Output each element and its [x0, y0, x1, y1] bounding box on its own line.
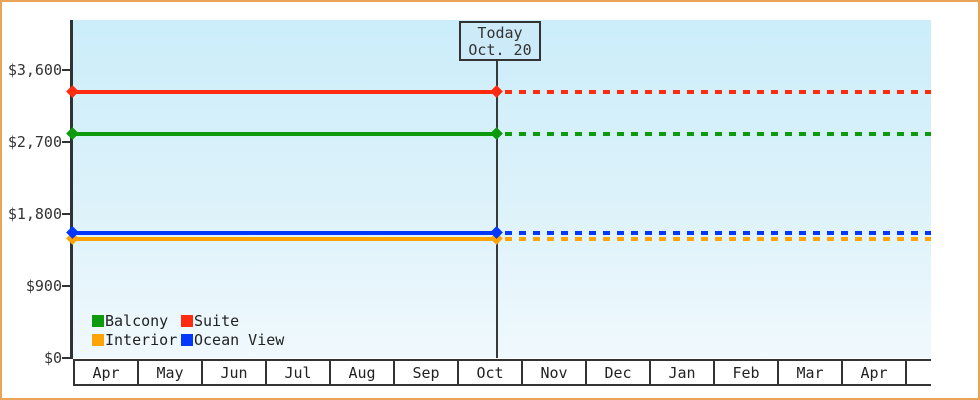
- series-line-interior-solid: [72, 237, 497, 241]
- y-axis-tick-2700: [62, 141, 71, 143]
- month-cell-nov: Nov: [523, 361, 587, 384]
- legend-swatch-ocean-view: [181, 333, 193, 346]
- month-cell-dec: Dec: [587, 361, 651, 384]
- today-flag-date: Oct. 20: [468, 41, 532, 59]
- series-line-balcony-solid: [72, 132, 497, 136]
- today-flag: Today Oct. 20: [459, 21, 541, 61]
- legend-item-balcony: Balcony: [92, 311, 181, 330]
- month-cell-mar: Mar: [779, 361, 843, 384]
- month-cell-sep: Sep: [395, 361, 459, 384]
- month-cell-apr: Apr: [75, 361, 139, 384]
- month-cell-apr: Apr: [843, 361, 907, 384]
- legend-label-ocean-view: Ocean View: [194, 330, 285, 349]
- y-axis-tick-900: [62, 285, 71, 287]
- today-flag-title: Today: [477, 24, 523, 42]
- today-line: [496, 61, 498, 358]
- month-cell-feb: Feb: [715, 361, 779, 384]
- month-cell-oct: Oct: [459, 361, 523, 384]
- y-axis-label-3600: $3,600: [7, 61, 62, 79]
- series-line-suite-solid: [72, 90, 497, 94]
- month-cell-may: May: [139, 361, 203, 384]
- legend-item-ocean-view: Ocean View: [181, 330, 284, 349]
- legend: Balcony Suite Interior Ocean View: [92, 311, 284, 349]
- y-axis-label-1800: $1,800: [7, 205, 62, 223]
- month-cell-jan: Jan: [651, 361, 715, 384]
- series-line-suite-dashed: [505, 90, 931, 94]
- legend-swatch-interior: [92, 333, 104, 346]
- y-axis-label-0: $0: [43, 349, 62, 367]
- month-axis: Apr May Jun Jul Aug Sep Oct Nov Dec Jan Feb Mar Apr: [73, 359, 931, 386]
- y-axis-tick-3600: [62, 69, 71, 71]
- plot-area: [72, 20, 931, 358]
- y-axis-tick-0: [62, 357, 71, 359]
- series-line-interior-dashed: [505, 237, 931, 241]
- month-cell-aug: Aug: [331, 361, 395, 384]
- series-line-balcony-dashed: [505, 132, 931, 136]
- y-axis-label-900: $900: [25, 277, 62, 295]
- legend-swatch-suite: [181, 314, 193, 327]
- month-cell-jul: Jul: [267, 361, 331, 384]
- legend-label-interior: Interior: [105, 330, 178, 349]
- month-cell-partial: [907, 361, 931, 384]
- legend-swatch-balcony: [92, 314, 104, 327]
- series-line-ocean-view-dashed: [505, 231, 931, 235]
- y-axis-label-2700: $2,700: [7, 133, 62, 151]
- y-axis-tick-1800: [62, 213, 71, 215]
- legend-label-balcony: Balcony: [105, 311, 169, 330]
- legend-item-interior: Interior: [92, 330, 181, 349]
- month-cell-jun: Jun: [203, 361, 267, 384]
- series-line-ocean-view-solid: [72, 231, 497, 235]
- legend-item-suite: Suite: [181, 311, 284, 330]
- legend-label-suite: Suite: [194, 311, 240, 330]
- y-axis: [70, 20, 73, 359]
